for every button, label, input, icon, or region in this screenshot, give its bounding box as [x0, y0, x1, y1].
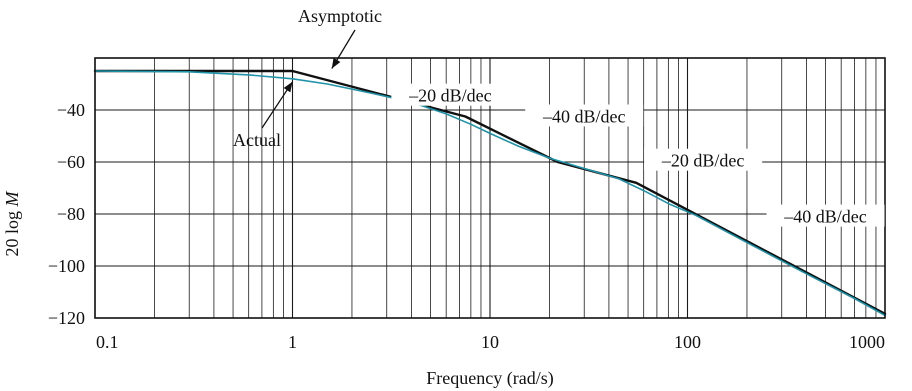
asymptotic-arrow-head: [331, 57, 341, 69]
x-tick-label: 1: [288, 332, 297, 352]
slope-label: –40 dB/dec: [542, 107, 626, 127]
y-tick-label: −40: [57, 100, 85, 120]
slope-label-bg: [766, 204, 885, 227]
plot-border: [94, 57, 886, 319]
slope-label: –20 dB/dec: [661, 151, 745, 171]
y-tick-label: −100: [48, 256, 85, 276]
y-axis-title: 20 log M: [2, 190, 22, 256]
x-tick-label: 0.1: [96, 332, 119, 352]
x-tick-label: 1000: [849, 332, 885, 352]
slope-label-bg: [391, 83, 510, 106]
y-tick-label: −60: [57, 152, 85, 172]
y-tick-label: −120: [48, 308, 85, 328]
slope-label-bg: [644, 148, 763, 171]
x-tick-label: 10: [481, 332, 499, 352]
x-tick-labels: 0.1 1 10 100 1000: [96, 332, 885, 352]
plot-frame: [94, 57, 886, 319]
y-tick-label: −80: [57, 204, 85, 224]
x-tick-label: 100: [674, 332, 701, 352]
y-axis-title-prefix: 20 log: [2, 206, 22, 256]
asymptotic-curve: [93, 69, 887, 316]
slope-label: –20 dB/dec: [408, 86, 492, 106]
curves: [93, 69, 887, 317]
minor-grid: [154, 58, 877, 318]
actual-label: Actual: [233, 130, 281, 150]
asymptotic-label: Asymptotic: [298, 6, 382, 26]
y-tick-labels: −40 −60 −80 −100 −120: [48, 100, 85, 328]
actual-arrow-head: [283, 81, 293, 93]
annotations: Asymptotic Actual –20 dB/dec –40 dB/dec –20 …: [233, 6, 885, 227]
y-axis-title-var: M: [2, 190, 22, 207]
slope-label: –40 dB/dec: [783, 207, 867, 227]
slope-label-bg: [525, 104, 644, 127]
actual-curve: [94, 70, 886, 317]
x-axis-title: Frequency (rad/s): [426, 368, 553, 389]
